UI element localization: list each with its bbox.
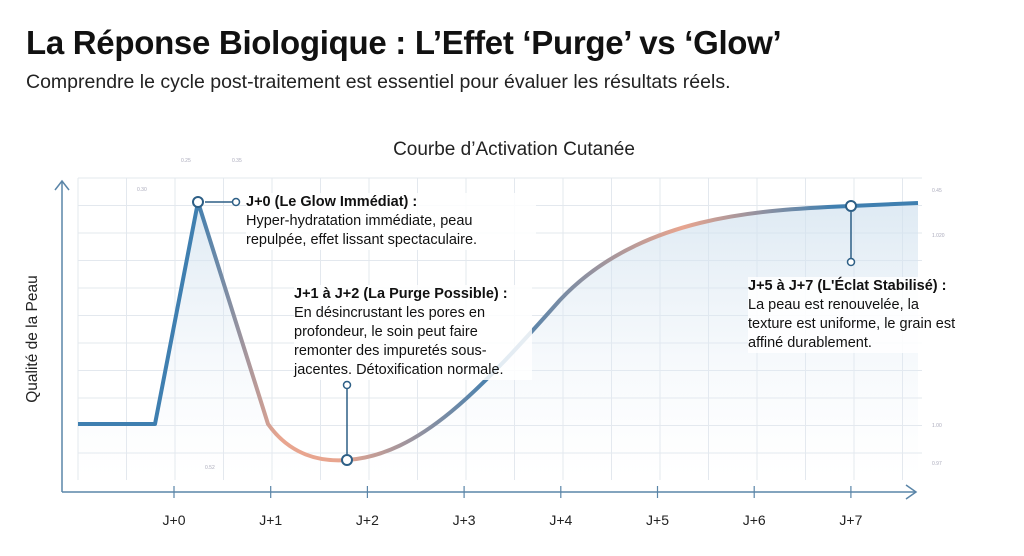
dimension-label: 0.52 — [205, 465, 215, 471]
x-tick-label: J+7 — [839, 512, 863, 528]
dimension-label: 0.35 — [232, 158, 242, 164]
annotation-text: En désincrustant les pores en profondeur… — [294, 305, 504, 378]
x-tick-label: J+6 — [742, 512, 766, 528]
x-tick-label: J+4 — [549, 512, 573, 528]
x-tick-label: J+1 — [259, 512, 283, 528]
dimension-label: 0.30 — [137, 187, 147, 193]
curve-fill — [78, 202, 918, 480]
annotation-title: J+1 à J+2 (La Purge Possible) : — [294, 286, 508, 302]
dimension-label: 0.97 — [932, 461, 942, 467]
dimension-label: 1.020 — [932, 233, 945, 239]
annotation-title: J+0 (Le Glow Immédiat) : — [246, 194, 418, 210]
marker-eclat — [845, 200, 857, 212]
marker-eclat-anchor — [846, 257, 856, 267]
annotation-title: J+5 à J+7 (L'Éclat Stabilisé) : — [748, 278, 947, 294]
chart-title: Courbe d’Activation Cutanée — [393, 139, 635, 160]
annotation-text: La peau est renouvelée, la texture est u… — [748, 297, 956, 351]
x-tick-label: J+3 — [452, 512, 476, 528]
dimension-label: 0.45 — [932, 188, 942, 194]
marker-glow — [192, 196, 204, 208]
y-axis-arrow-icon — [54, 179, 70, 191]
marker-purge — [341, 454, 353, 466]
annotation-text: Hyper-hydratation immédiate, peau repulp… — [246, 213, 478, 248]
x-axis-arrow-icon — [905, 484, 918, 500]
y-axis-label: Qualité de la Peau — [24, 275, 41, 403]
page-title: La Réponse Biologique : L’Effet ‘Purge’ … — [26, 24, 782, 61]
annotation-eclat: J+5 à J+7 (L'Éclat Stabilisé) : La peau … — [748, 277, 963, 353]
x-tick-label: J+2 — [355, 512, 379, 528]
dimension-label: 1.00 — [932, 423, 942, 429]
page-subtitle: Comprendre le cycle post-traitement est … — [26, 71, 731, 93]
dimension-label: 0.25 — [181, 158, 191, 164]
annotation-purge: J+1 à J+2 (La Purge Possible) : En désin… — [294, 285, 532, 380]
marker-glow-anchor — [231, 197, 241, 207]
annotation-glow: J+0 (Le Glow Immédiat) : Hyper-hydratati… — [246, 193, 536, 250]
x-tick-label: J+5 — [646, 512, 669, 528]
marker-purge-anchor — [342, 380, 352, 390]
x-tick-label: J+0 — [162, 512, 186, 528]
